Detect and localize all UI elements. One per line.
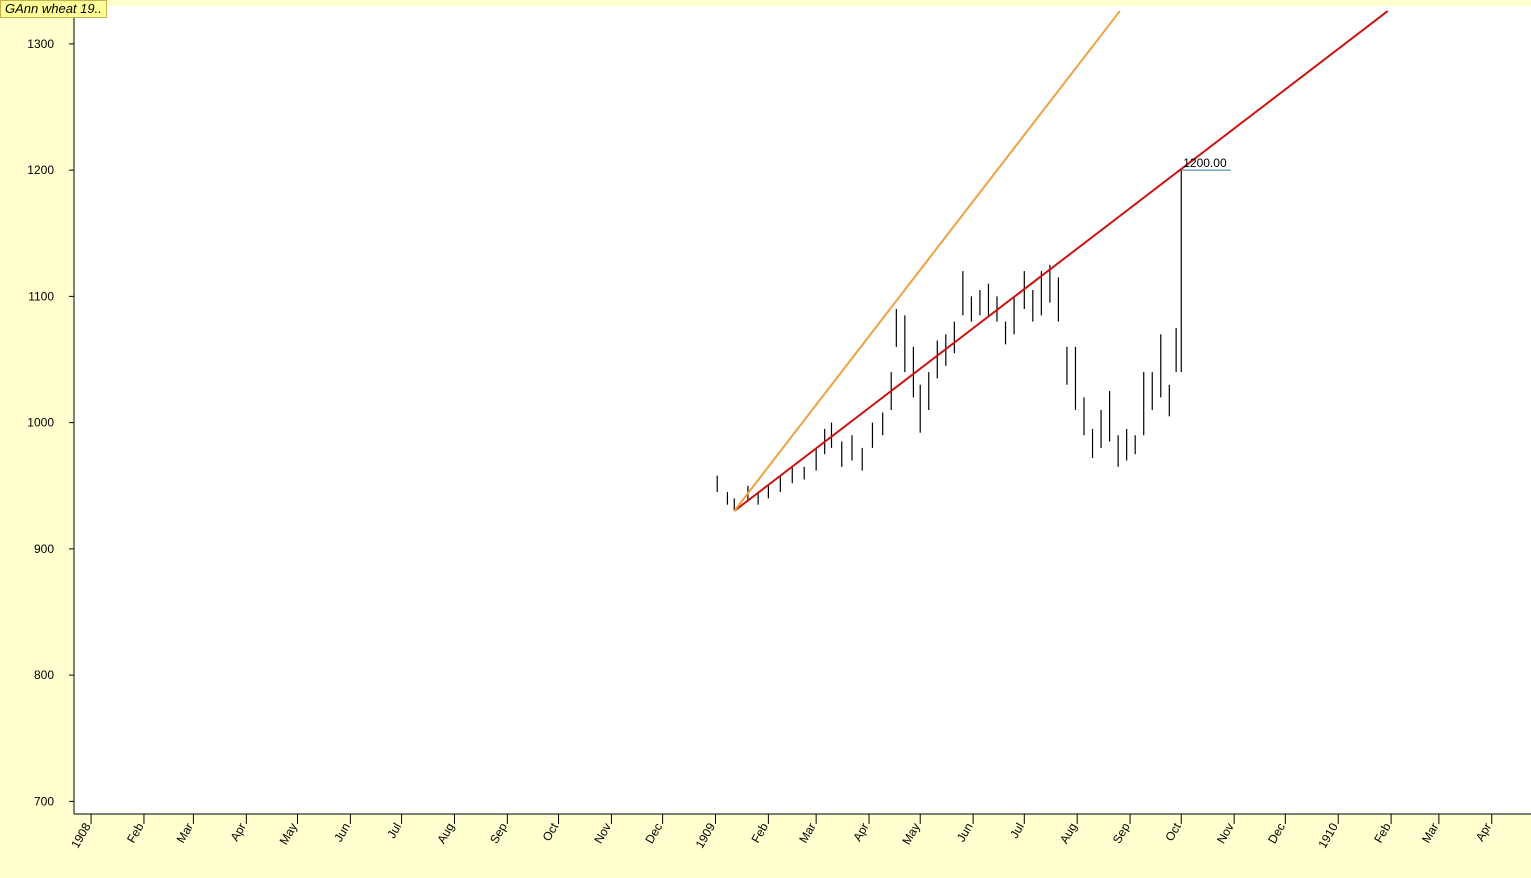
x-tick-label: 1910 [1315,820,1341,850]
x-tick-label: Feb [749,820,772,845]
y-tick-label: 800 [34,668,54,682]
y-tick-label: 1100 [28,289,54,303]
x-tick-label: 1909 [693,820,719,850]
x-tick-label: Apr [850,821,871,844]
x-tick-label: May [899,821,922,848]
level-label: 1200.00 [1183,156,1227,170]
x-tick-label: Feb [1371,820,1394,845]
x-tick-label: Aug [1057,821,1080,846]
y-tick-label: 1300 [27,37,54,51]
x-tick-label: Jul [1007,821,1027,841]
x-tick-label: Apr [1473,821,1494,844]
y-tick-label: 900 [34,542,54,556]
x-tick-label: Dec [1265,821,1288,846]
x-tick-label: Sep [487,820,510,846]
x-tick-label: Jun [954,821,976,845]
y-tick-label: 1200 [27,163,54,177]
y-tick-label: 1000 [27,416,54,430]
x-tick-label: Mar [1419,821,1441,846]
plot-area [74,6,1531,814]
x-tick-label: Aug [434,821,457,846]
x-tick-label: May [277,821,300,848]
x-tick-label: 1908 [68,820,94,850]
y-tick-label: 700 [34,794,54,808]
x-tick-label: Mar [174,821,196,846]
trend-line [733,10,1389,512]
x-tick-label: Nov [591,821,614,846]
x-tick-label: Feb [124,820,147,845]
x-tick-label: Dec [642,821,665,846]
x-tick-label: Apr [227,821,248,844]
trend-line [733,10,1121,512]
x-tick-label: Mar [796,821,818,846]
x-tick-label: Jul [384,821,404,841]
x-tick-label: Nov [1214,821,1237,846]
x-tick-label: Jun [331,821,353,845]
chart-title: GAnn wheat 19.. [0,0,107,18]
x-tick-label: Sep [1110,820,1133,846]
